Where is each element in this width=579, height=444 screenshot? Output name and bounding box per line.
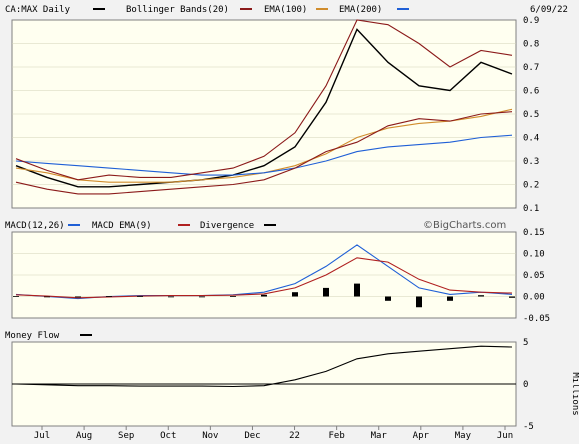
x-tick-label: Jul — [34, 431, 50, 441]
x-tick-label: 22 — [289, 431, 300, 441]
symbol-label: CA:MAX Daily — [5, 5, 71, 15]
y-tick-label: 0.05 — [523, 271, 545, 281]
divergence-bar — [230, 296, 236, 297]
divergence-bar — [385, 296, 391, 301]
y-tick-label: 0.00 — [523, 293, 545, 303]
divergence-bar — [416, 296, 422, 308]
y-tick-label: 0.2 — [523, 181, 539, 191]
divergence-bars — [13, 283, 515, 308]
signal-label: MACD EMA(9) — [92, 221, 152, 231]
y-tick-label: 0.10 — [523, 250, 545, 260]
ema200-legend-swatch — [397, 8, 409, 10]
divergence-bar — [13, 296, 19, 297]
x-tick-label: Dec — [244, 431, 260, 441]
moneyflow-label: Money Flow — [5, 331, 60, 341]
y-tick-label: 0.5 — [523, 110, 539, 120]
y-tick-label: 0.3 — [523, 157, 539, 167]
divergence-bar — [44, 296, 50, 298]
x-tick-label: Jun — [497, 431, 513, 441]
divergence-bar — [168, 296, 174, 298]
divergence-bar — [75, 296, 81, 298]
divergence-bar — [106, 296, 112, 297]
x-tick-label: Nov — [202, 431, 218, 441]
divergence-bar — [354, 283, 360, 297]
price-legend-swatch — [93, 8, 105, 10]
bollinger-legend-swatch — [240, 8, 252, 10]
y-tick-label: 0.6 — [523, 87, 539, 97]
x-tick-label: May — [455, 431, 472, 441]
x-tick-label: Oct — [160, 431, 176, 441]
macd-legend-swatch — [68, 224, 80, 226]
macd-label: MACD(12,26) — [5, 221, 65, 231]
price-grid — [12, 43, 516, 185]
y-tick-label: 0.8 — [523, 40, 539, 50]
ema100-label: EMA(100) — [264, 5, 307, 15]
series-ca-max-daily — [15, 28, 513, 188]
x-axis: Jul Aug Sep Oct Nov Dec 22 Feb Mar Apr May Jun — [34, 426, 513, 441]
y-tick-label: 0.1 — [523, 204, 539, 214]
divergence-bar — [478, 295, 484, 297]
moneyflow-unit: Millions — [570, 372, 579, 415]
chart-date: 6/09/22 — [530, 5, 568, 15]
divergence-bar — [509, 296, 515, 298]
bollinger-label: Bollinger Bands(20) — [126, 5, 229, 15]
y-tick-label: 0.9 — [523, 16, 539, 26]
divergence-bar — [447, 296, 453, 301]
x-tick-label: Aug — [76, 431, 92, 441]
chart-marks: 0.1 0.2 0.3 0.4 0.5 0.6 0.7 0.8 0.9 -0.05 0.00 0.05… — [12, 16, 550, 432]
y-tick-label: -0.05 — [523, 314, 550, 324]
divergence-label: Divergence — [200, 221, 254, 231]
series-money-flow — [15, 345, 513, 388]
divergence-bar — [199, 296, 205, 298]
watermark: ©BigCharts.com — [423, 220, 506, 231]
moneyflow-legend-swatch — [80, 334, 92, 336]
x-tick-label: Apr — [413, 431, 430, 441]
series-macd-ema-9 — [15, 257, 513, 299]
y-tick-label: 5 — [523, 338, 528, 348]
y-tick-label: 0 — [523, 380, 528, 390]
series-bollinger-bands-20-lower — [15, 111, 513, 195]
series-bollinger-bands-20-upper — [15, 19, 513, 181]
y-tick-label: -5 — [523, 422, 534, 432]
divergence-bar — [261, 294, 267, 297]
divergence-legend-swatch — [264, 224, 276, 226]
divergence-bar — [137, 296, 143, 297]
y-tick-label: 0.15 — [523, 228, 545, 238]
signal-legend-swatch — [178, 224, 190, 226]
series-ema-200 — [15, 134, 513, 176]
ema200-label: EMA(200) — [339, 5, 382, 15]
ema100-legend-swatch — [316, 8, 328, 10]
y-tick-label: 0.7 — [523, 63, 539, 73]
y-tick-label: 0.4 — [523, 134, 539, 144]
divergence-bar — [292, 292, 298, 297]
divergence-bar — [323, 287, 329, 297]
x-tick-label: Feb — [329, 431, 345, 441]
x-tick-label: Mar — [371, 431, 388, 441]
x-tick-label: Sep — [118, 431, 134, 441]
